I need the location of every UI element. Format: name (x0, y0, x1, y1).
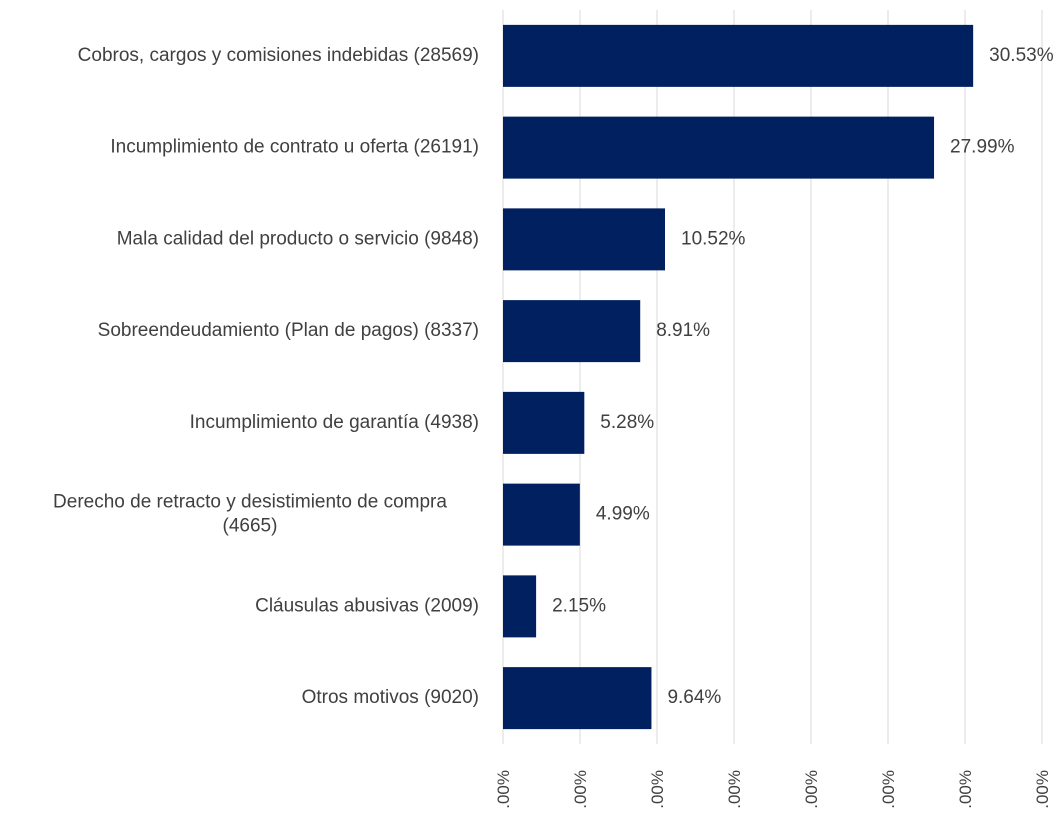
data-label: 10.52% (681, 228, 746, 249)
data-label: 4.99% (596, 504, 650, 525)
x-tick-labels: .00% .00% .00% .00% .00% .00% .00% .00% (494, 770, 1052, 809)
data-label: 27.99% (950, 137, 1015, 158)
category-label: Sobreendeudamiento (Plan de pagos) (8337… (98, 320, 479, 341)
category-label: Incumplimiento de contrato u oferta (261… (110, 137, 479, 158)
category-label: Otros motivos (9020) (302, 687, 479, 708)
x-tick-label: .00% (571, 770, 590, 809)
category-label: Cláusulas abusivas (2009) (255, 595, 479, 616)
data-label: 30.53% (989, 45, 1054, 66)
data-labels: 30.53% 27.99% 10.52% 8.91% 5.28% 4.99% 2.15% 9.… (552, 45, 1054, 708)
category-label: Incumplimiento de garantía (4938) (190, 412, 479, 433)
bar (503, 391, 585, 454)
x-tick-label: .00% (1033, 770, 1052, 809)
category-labels: Cobros, cargos y comisiones indebidas (2… (53, 45, 479, 708)
category-label: Cobros, cargos y comisiones indebidas (2… (78, 45, 479, 66)
bar (503, 208, 666, 271)
x-tick-label: .00% (802, 770, 821, 809)
data-label: 8.91% (656, 320, 710, 341)
data-label: 2.15% (552, 595, 606, 616)
data-label: 5.28% (600, 412, 654, 433)
x-tick-label: .00% (879, 770, 898, 809)
category-label: Mala calidad del producto o servicio (98… (117, 228, 479, 249)
bar (503, 575, 537, 638)
category-label: Derecho de retracto y desistimiento de c… (53, 492, 447, 537)
bar (503, 24, 974, 87)
bar (503, 483, 580, 546)
x-tick-label: .00% (648, 770, 667, 809)
bar (503, 300, 641, 363)
bar (503, 116, 935, 179)
bars (503, 24, 974, 730)
x-tick-label: .00% (956, 770, 975, 809)
data-label: 9.64% (667, 687, 721, 708)
x-tick-label: .00% (725, 770, 744, 809)
bar (503, 667, 652, 730)
x-tick-label: .00% (494, 770, 513, 809)
